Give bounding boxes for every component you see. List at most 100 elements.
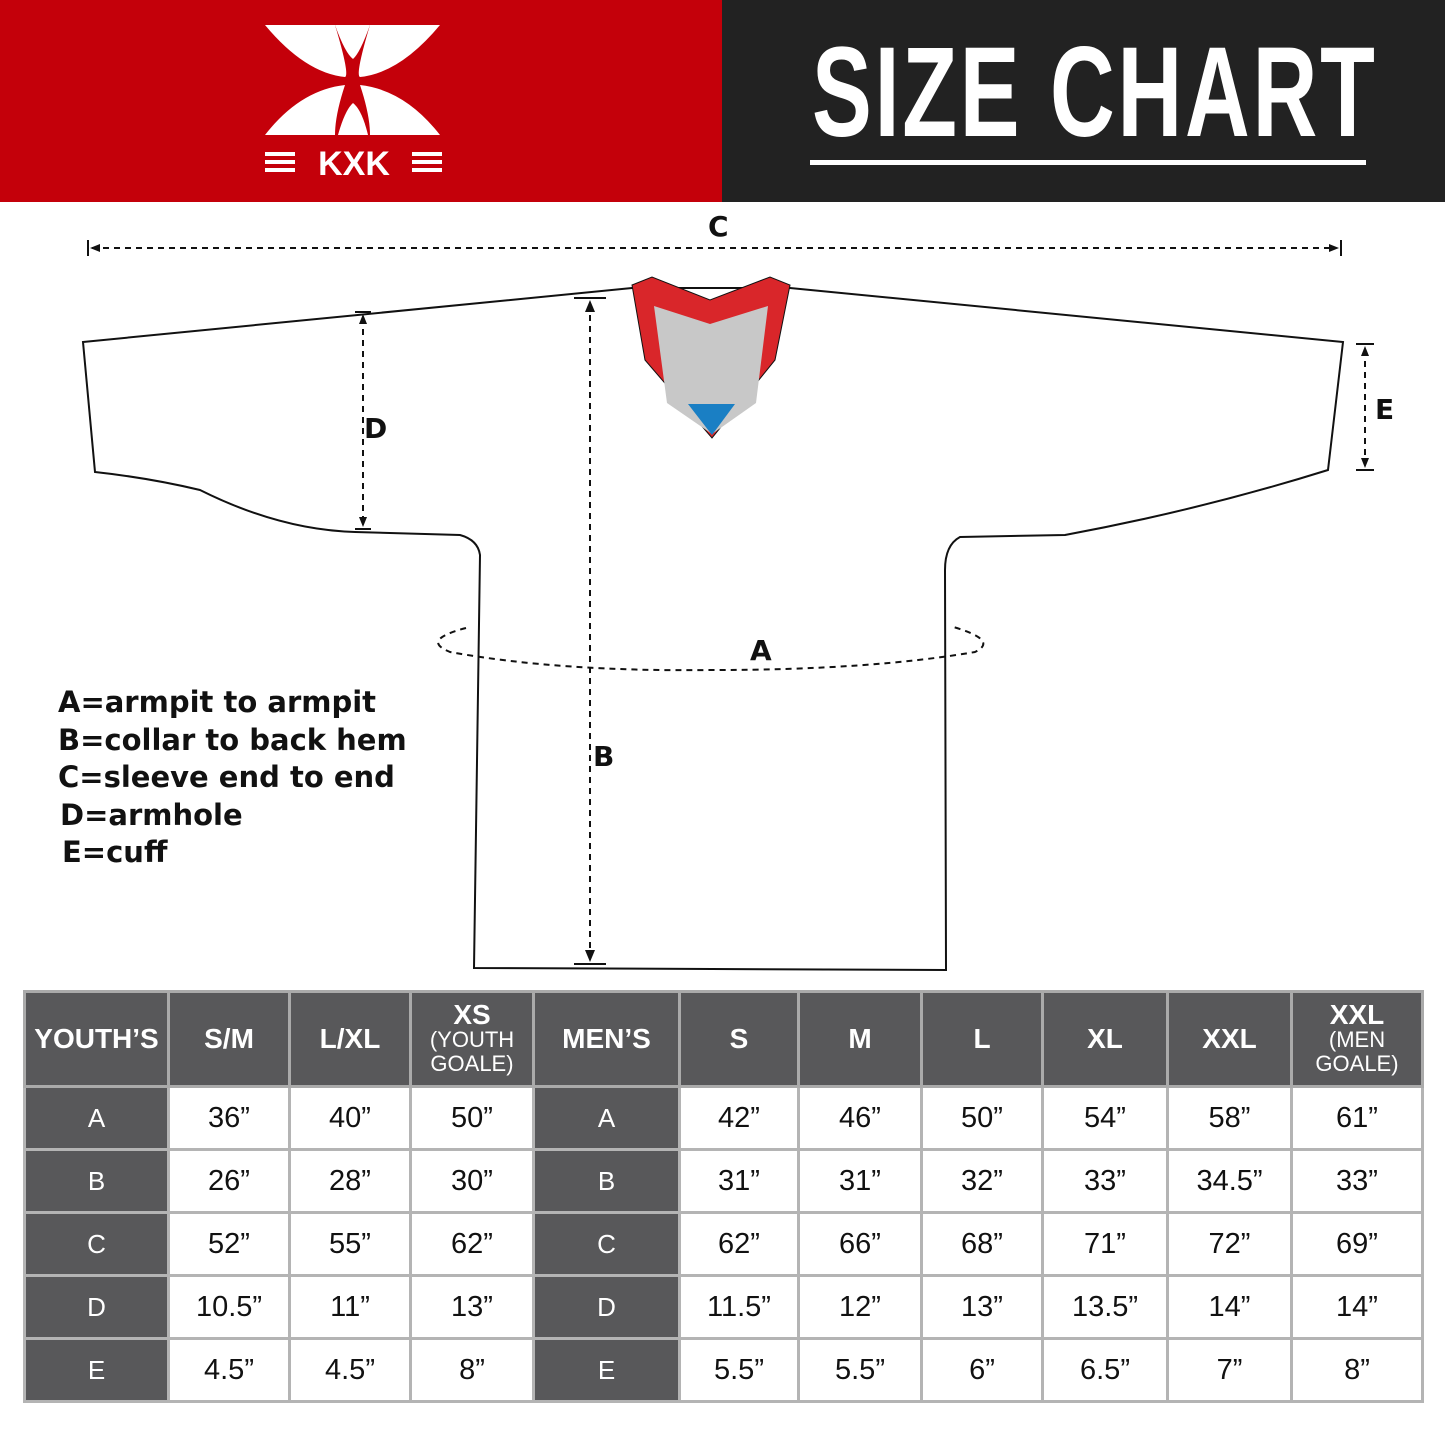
measurement-cell: 33” (1041, 1148, 1169, 1214)
header-label: XXL (1202, 1023, 1257, 1054)
size-header: S (678, 990, 800, 1088)
measurement-cell: 8” (1290, 1337, 1424, 1403)
youth-group-header: YOUTH’S (23, 990, 170, 1088)
size-header: M (797, 990, 923, 1088)
measurement-cell: 10.5” (167, 1274, 291, 1340)
size-header: S/M (167, 990, 291, 1088)
row-label: D (23, 1274, 170, 1340)
table-row: C 52” 55” 62” C 62” 66” 68” 71” 72” 69” (23, 1211, 1424, 1277)
row-label: B (532, 1148, 681, 1214)
measurement-cell: 72” (1166, 1211, 1293, 1277)
measurement-cell: 26” (167, 1148, 291, 1214)
measurement-cell: 6” (920, 1337, 1044, 1403)
size-header: XXL (1166, 990, 1293, 1088)
measurement-cell: 14” (1166, 1274, 1293, 1340)
measurement-cell: 13.5” (1041, 1274, 1169, 1340)
header-label: S/M (204, 1023, 254, 1054)
measurement-cell: 34.5” (1166, 1148, 1293, 1214)
legend-item: C=sleeve end to end (58, 760, 395, 794)
measurement-cell: 62” (409, 1211, 535, 1277)
measurement-cell: 5.5” (797, 1337, 923, 1403)
measurement-cell: 52” (167, 1211, 291, 1277)
header-label: XS (453, 999, 491, 1030)
table-row: A 36” 40” 50” A 42” 46” 50” 54” 58” 61” (23, 1085, 1424, 1151)
men-group-header: MEN’S (532, 990, 681, 1088)
measurement-cell: 6.5” (1041, 1337, 1169, 1403)
header-title-panel (722, 0, 1445, 202)
collar-inner (654, 306, 768, 434)
header-label: YOUTH’S (34, 1023, 159, 1054)
table-row: E 4.5” 4.5” 8” E 5.5” 5.5” 6” 6.5” 7” 8” (23, 1337, 1424, 1403)
measurement-cell: 54” (1041, 1085, 1169, 1151)
size-header: XL (1041, 990, 1169, 1088)
header-label: XXL (1329, 999, 1385, 1030)
row-label: E (532, 1337, 681, 1403)
measurement-cell: 32” (920, 1148, 1044, 1214)
legend-item: D=armhole (60, 797, 243, 832)
dimension-label-a: A (750, 634, 772, 667)
legend-item: A=armpit to armpit (58, 685, 377, 719)
measurement-cell: 31” (678, 1148, 800, 1214)
measurement-cell: 12” (797, 1274, 923, 1340)
measurement-cell: 68” (920, 1211, 1044, 1277)
measurement-cell: 11.5” (678, 1274, 800, 1340)
row-label: A (532, 1085, 681, 1151)
measurement-cell: 40” (288, 1085, 412, 1151)
measurement-cell: 13” (920, 1274, 1044, 1340)
size-header: L (920, 990, 1044, 1088)
size-header: L/XL (288, 990, 412, 1088)
row-label: E (23, 1337, 170, 1403)
measurement-cell: 42” (678, 1085, 800, 1151)
row-label: C (23, 1211, 170, 1277)
header-sublabel: (YOUTH GOALE) (429, 1027, 515, 1076)
row-label: D (532, 1274, 681, 1340)
measurement-cell: 58” (1166, 1085, 1293, 1151)
dimension-label-d: D (364, 412, 388, 445)
dimension-label-e: E (1375, 393, 1395, 426)
header-label: S (729, 1023, 749, 1054)
header-label: L (973, 1023, 991, 1054)
legend-item: E=cuff (62, 835, 168, 869)
measurement-cell: 8” (409, 1337, 535, 1403)
measurement-cell: 69” (1290, 1211, 1424, 1277)
measurement-cell: 36” (167, 1085, 291, 1151)
collar-accent (688, 404, 735, 435)
measurement-cell: 50” (920, 1085, 1044, 1151)
measurement-cell: 4.5” (167, 1337, 291, 1403)
measurement-cell: 50” (409, 1085, 535, 1151)
measurement-cell: 14” (1290, 1274, 1424, 1340)
measurement-cell: 13” (409, 1274, 535, 1340)
header-label: MEN’S (562, 1023, 651, 1054)
legend-item: B=collar to back hem (58, 722, 407, 757)
measurement-cell: 11” (288, 1274, 412, 1340)
size-header: XXL (MEN GOALE) (1290, 990, 1424, 1088)
row-label: C (532, 1211, 681, 1277)
dimension-label-b: B (593, 740, 615, 773)
kxk-logo: KXK (265, 25, 442, 183)
size-header: XS (YOUTH GOALE) (409, 990, 535, 1088)
header-label: L/XL (319, 1023, 381, 1054)
measurement-cell: 5.5” (678, 1337, 800, 1403)
measurement-cell: 7” (1166, 1337, 1293, 1403)
measurement-cell: 62” (678, 1211, 800, 1277)
row-label: A (23, 1085, 170, 1151)
measurement-cell: 66” (797, 1211, 923, 1277)
table-row: D 10.5” 11” 13” D 11.5” 12” 13” 13.5” 14” 14” (23, 1274, 1424, 1340)
measurement-cell: 33” (1290, 1148, 1424, 1214)
measurement-cell: 46” (797, 1085, 923, 1151)
header-sublabel: (MEN GOALE) (1315, 1027, 1399, 1076)
size-table: YOUTH’S S/M L/XL XS (YOUTH GOALE) MEN’S S M L XL X… (23, 990, 1424, 1403)
logo-text: KXK (318, 145, 390, 183)
measurement-cell: 71” (1041, 1211, 1169, 1277)
header-label: M (848, 1023, 872, 1054)
measurement-cell: 4.5” (288, 1337, 412, 1403)
measurement-cell: 30” (409, 1148, 535, 1214)
table-row: B 26” 28” 30” B 31” 31” 32” 33” 34.5” 33” (23, 1148, 1424, 1214)
jersey-outline (81, 287, 1345, 972)
measurement-cell: 31” (797, 1148, 923, 1214)
measurement-legend: A=armpit to armpit B=collar to back hem … (58, 684, 407, 872)
measurement-cell: 61” (1290, 1085, 1424, 1151)
table-header-row: YOUTH’S S/M L/XL XS (YOUTH GOALE) MEN’S S M L XL X… (23, 990, 1424, 1088)
measurement-cell: 55” (288, 1211, 412, 1277)
row-label: B (23, 1148, 170, 1214)
